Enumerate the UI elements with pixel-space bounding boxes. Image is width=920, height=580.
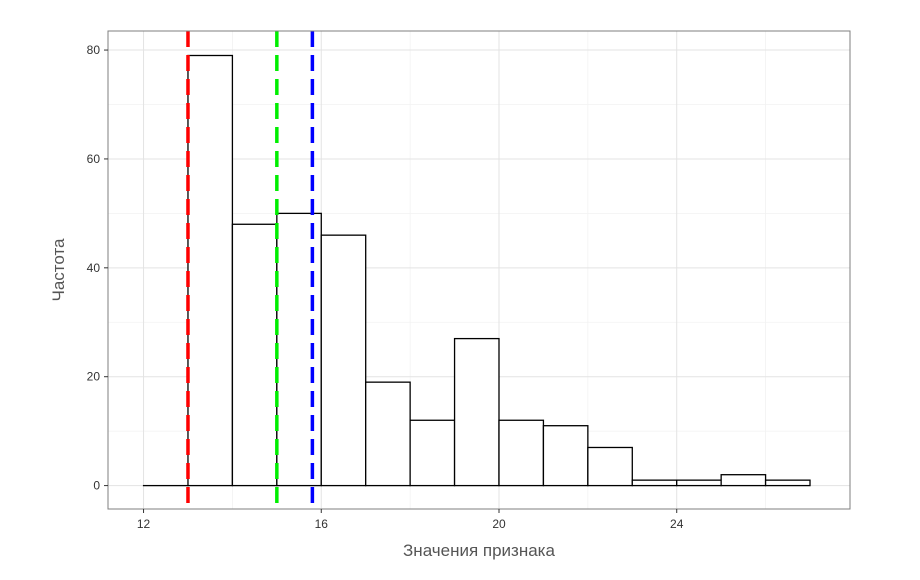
y-tick-label: 40 — [87, 261, 101, 275]
histogram-bar — [366, 382, 410, 485]
histogram-bar — [232, 224, 276, 485]
y-axis-title: Частота — [49, 238, 68, 302]
x-tick-label: 20 — [492, 517, 506, 531]
histogram-bar — [277, 213, 321, 485]
histogram-bar — [766, 480, 810, 485]
histogram-bar — [499, 420, 543, 485]
histogram-bar — [677, 480, 721, 485]
x-tick-label: 16 — [315, 517, 329, 531]
histogram-bar — [632, 480, 676, 485]
x-tick-label: 24 — [670, 517, 684, 531]
x-tick-label: 12 — [137, 517, 151, 531]
histogram-bar — [588, 447, 632, 485]
x-axis-title: Значения признака — [403, 541, 555, 560]
histogram-bar — [543, 426, 587, 486]
histogram-bar — [188, 55, 232, 485]
histogram-bar — [455, 339, 499, 486]
y-tick-label: 80 — [87, 43, 101, 57]
y-tick-label: 60 — [87, 152, 101, 166]
y-tick-label: 0 — [93, 479, 100, 493]
histogram-bar — [721, 475, 765, 486]
histogram-bar — [321, 235, 365, 485]
histogram-bars — [144, 55, 810, 485]
y-tick-label: 20 — [87, 370, 101, 384]
histogram-bar — [410, 420, 454, 485]
